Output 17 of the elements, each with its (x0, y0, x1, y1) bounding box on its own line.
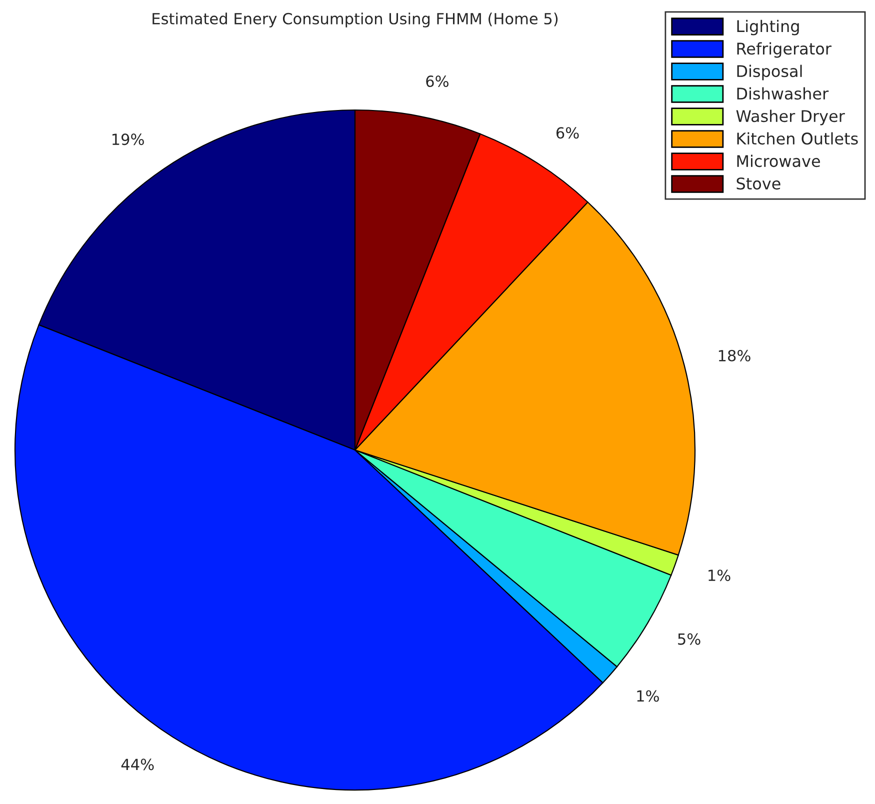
legend-label: Kitchen Outlets (737, 132, 858, 145)
chart-title: Estimated Enery Consumption Using FHMM (Home 5) (152, 12, 558, 28)
legend-label: Microwave (737, 154, 820, 168)
data-label: 6% (426, 76, 448, 88)
legend-label: Disposal (737, 64, 802, 80)
data-label: 6% (556, 127, 579, 139)
legend-label: Washer Dryer (736, 110, 845, 126)
legend-label: Refrigerator (737, 42, 832, 58)
data-label: 19% (112, 134, 144, 146)
legend-label: Dishwasher (737, 87, 829, 100)
legend-label: Lighting (737, 20, 799, 36)
data-label: 5% (678, 633, 700, 645)
data-label: 44% (121, 758, 154, 770)
data-label: 1% (637, 690, 659, 702)
legend-label: Stove (736, 178, 780, 190)
data-label: 18% (718, 350, 750, 362)
data-label: 1% (708, 570, 730, 582)
